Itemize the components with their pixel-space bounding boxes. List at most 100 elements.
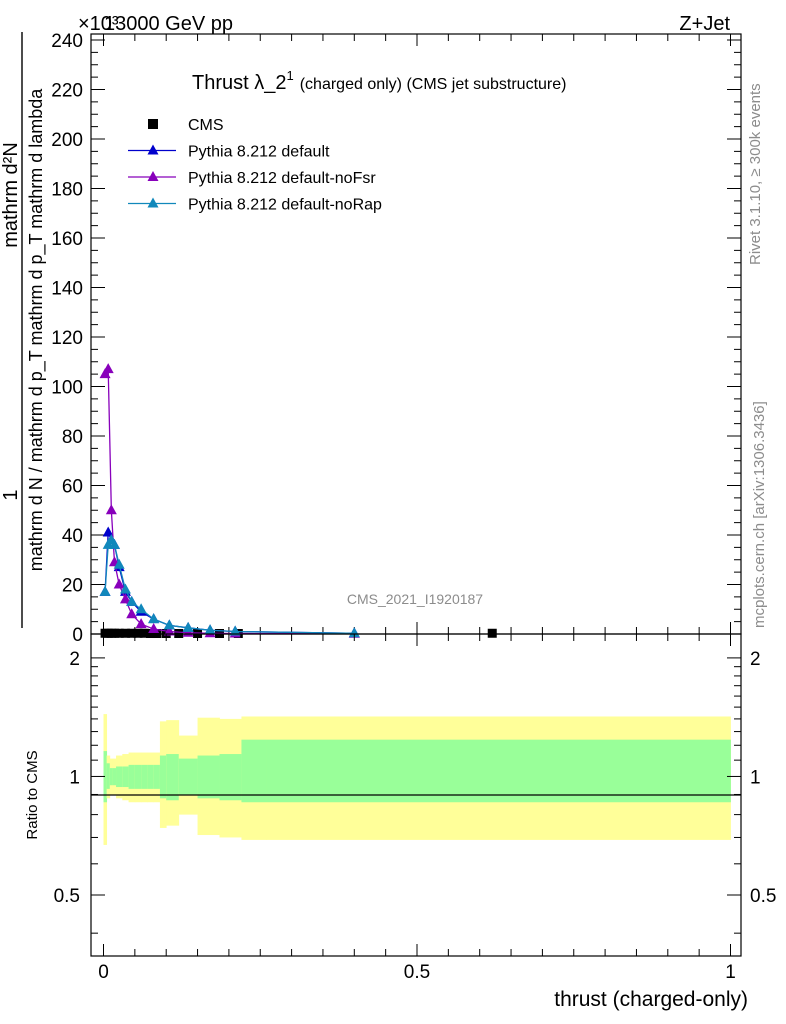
stat-uncertainty-band — [128, 764, 136, 789]
legend: CMS Pythia 8.212 default Pythia 8.212 defa… — [128, 117, 382, 214]
ratio-x-ticks: 0 0.5 1 — [98, 634, 736, 983]
legend-marker — [147, 144, 159, 155]
stat-uncertainty-band — [109, 768, 114, 786]
series-marker — [163, 619, 175, 630]
series-marker — [119, 583, 131, 594]
series-marker — [126, 595, 138, 606]
series-line — [104, 367, 355, 635]
x-tick-label: 1 — [725, 962, 736, 983]
legend-label: CMS — [188, 117, 224, 134]
rivet-label: Rivet 3.1.10, ≥ 300k events — [747, 83, 764, 265]
chart-title-rest: (charged only) (CMS jet substructure) — [300, 76, 567, 93]
stat-uncertainty-band — [134, 764, 142, 789]
series-marker — [108, 538, 120, 549]
series-line — [104, 532, 355, 634]
stat-uncertainty-band — [166, 754, 180, 801]
series-marker — [126, 608, 138, 619]
series-marker — [113, 578, 125, 589]
data-point — [133, 628, 143, 638]
legend-label: Pythia 8.212 default — [188, 144, 330, 161]
legend-label: Pythia 8.212 default-noRap — [188, 197, 382, 214]
stat-uncertainty-band — [219, 754, 242, 801]
main-panel: 0 20 40 60 80 100 120 140 160 180 200 220 240 CMS_20… — [51, 31, 742, 646]
stat-uncertainty-band — [116, 766, 123, 788]
y-tick-label: 140 — [51, 279, 83, 300]
series-marker — [119, 593, 131, 604]
x-axis-label: thrust (charged-only) — [554, 988, 748, 1011]
series-marker — [99, 585, 111, 596]
process-label: Z+Jet — [679, 13, 730, 35]
stat-uncertainty-band — [178, 758, 198, 795]
legend-marker — [148, 119, 158, 129]
ratio-y-axis-label: Ratio to CMS — [24, 750, 41, 839]
y-label-one: 1 — [0, 489, 22, 500]
series-marker — [348, 627, 360, 638]
main-y-axis-label: 1 mathrm d²N mathrm d N / mathrm d p_T m… — [0, 32, 47, 628]
data-point — [120, 628, 130, 638]
stat-uncertainty-band — [159, 755, 167, 799]
data-point — [139, 628, 149, 638]
ratio-y-tick-label-right: 0.5 — [750, 886, 776, 907]
y-tick-label: 160 — [51, 229, 83, 250]
series-marker — [204, 624, 216, 635]
ratio-y-tick-label: 1 — [69, 767, 80, 788]
stat-uncertainty-band — [241, 739, 267, 803]
legend-marker — [147, 197, 159, 208]
stat-uncertainty-band — [141, 764, 148, 789]
stat-uncertainty-band — [266, 739, 731, 803]
ratio-plot-frame — [90, 633, 742, 957]
y-tick-label: 120 — [51, 328, 83, 349]
y-tick-label: 180 — [51, 180, 83, 201]
energy-label: 13000 GeV pp — [104, 13, 233, 35]
series-marker — [135, 603, 147, 614]
ratio-y-tick-label-right: 1 — [750, 767, 761, 788]
y-tick-label: 40 — [62, 526, 83, 547]
main-series — [99, 363, 497, 639]
chart-title: Thrust λ_21 (charged only) (CMS jet subst… — [192, 68, 566, 94]
y-label-denominator: mathrm d N / mathrm d p_T mathrm d p_T m… — [26, 88, 47, 571]
data-point — [114, 628, 124, 638]
data-point — [127, 628, 137, 638]
stat-uncertainty-band — [147, 764, 155, 789]
stat-uncertainty-band — [112, 768, 117, 786]
exponent-label: ×10³ — [78, 13, 119, 35]
ratio-bands — [103, 714, 731, 845]
stat-uncertainty-band — [197, 755, 220, 799]
series-line — [104, 538, 355, 634]
series-marker — [105, 504, 117, 515]
y-tick-label: 240 — [51, 31, 83, 52]
chart-title-main: Thrust λ_2 — [192, 72, 286, 94]
stat-uncertainty-band — [122, 766, 129, 788]
ratio-y-tick-label-right: 2 — [750, 649, 761, 670]
series-marker — [163, 625, 175, 636]
mcplots-label: mcplots.cern.ch [arXiv:1306.3436] — [751, 401, 768, 628]
series-marker — [113, 558, 125, 569]
y-tick-label: 60 — [62, 477, 83, 498]
data-point — [487, 628, 497, 638]
y-tick-label: 220 — [51, 81, 83, 102]
x-tick-label: 0.5 — [404, 962, 430, 983]
y-tick-label: 100 — [51, 378, 83, 399]
series-marker — [148, 623, 160, 634]
data-point — [109, 628, 119, 638]
series-marker — [182, 621, 194, 632]
series-marker — [102, 526, 114, 537]
stat-uncertainty-band — [103, 751, 108, 803]
main-y-ticks: 0 20 40 60 80 100 120 140 160 180 200 220 240 — [51, 31, 741, 646]
x-tick-label: 0 — [98, 962, 109, 983]
ratio-panel: 0.5 0.51 12 2 0 0.5 1 Ratio to CMS thrust (ch… — [24, 633, 776, 1011]
y-tick-label: 80 — [62, 427, 83, 448]
y-tick-label: 200 — [51, 130, 83, 151]
series-marker — [229, 625, 241, 636]
legend-marker — [147, 171, 159, 181]
ratio-y-tick-label: 2 — [69, 649, 80, 670]
ratio-y-tick-label: 0.5 — [54, 886, 80, 907]
stat-uncertainty-band — [153, 764, 161, 789]
chart-title-sup: 1 — [286, 68, 293, 83]
series-marker — [102, 363, 114, 374]
y-label-numerator: mathrm d²N — [0, 142, 22, 248]
y-tick-label: 0 — [72, 625, 83, 646]
stat-uncertainty-band — [106, 763, 111, 789]
plot-watermark: CMS_2021_I1920187 — [347, 591, 483, 607]
